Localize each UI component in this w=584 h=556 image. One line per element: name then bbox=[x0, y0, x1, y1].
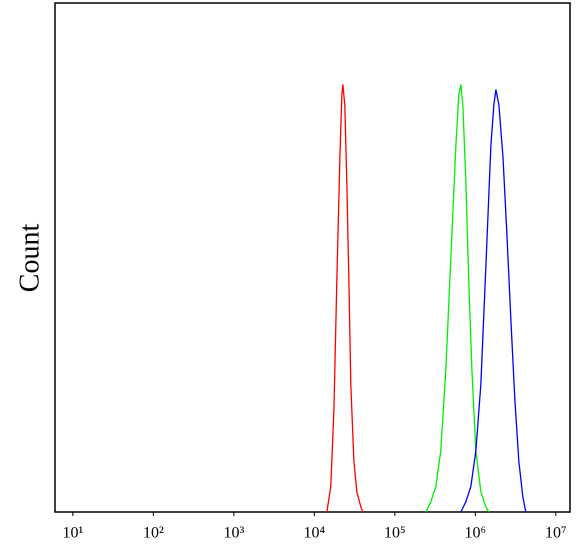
x-tick-label: 10⁵ bbox=[384, 525, 406, 542]
histogram-curve bbox=[425, 84, 490, 513]
x-tick-label: 10² bbox=[143, 525, 164, 542]
x-tick-label: 10³ bbox=[223, 525, 244, 542]
histogram-curve bbox=[460, 89, 527, 513]
plot-frame bbox=[54, 2, 571, 513]
x-tick-label: 10⁷ bbox=[545, 525, 567, 542]
x-tick-label: 10¹ bbox=[62, 525, 83, 542]
x-tick-label: 10⁴ bbox=[304, 525, 326, 542]
x-tick-label: 10⁶ bbox=[465, 525, 487, 542]
histogram-curve bbox=[326, 84, 364, 513]
y-axis-label: Count bbox=[14, 224, 45, 293]
